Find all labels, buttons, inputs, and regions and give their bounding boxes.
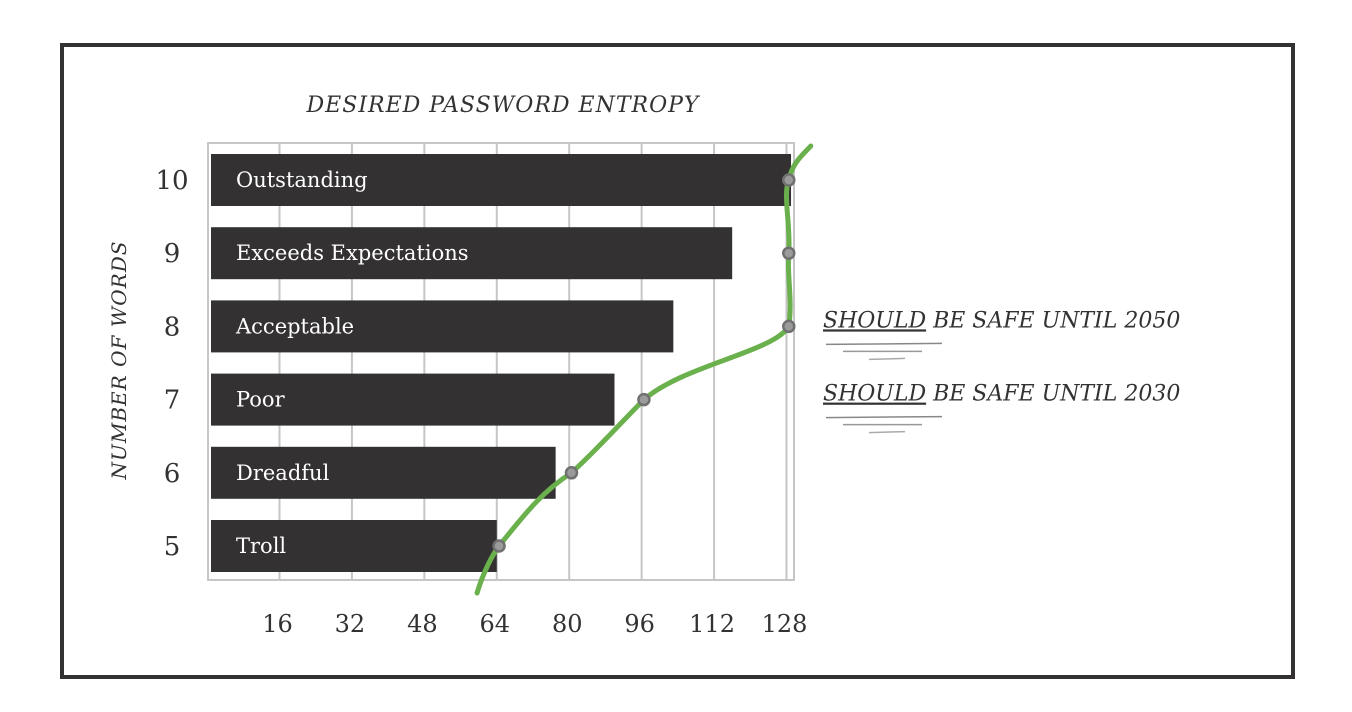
bar-5 bbox=[211, 520, 497, 572]
y-tick-label: 10 bbox=[155, 166, 188, 196]
x-tick-label: 48 bbox=[407, 610, 438, 638]
x-tick-label: 112 bbox=[689, 610, 735, 638]
x-tick-label: 32 bbox=[335, 610, 366, 638]
chart-title: DESIRED PASSWORD ENTROPY bbox=[306, 93, 701, 118]
annotation-underlined-word: SHOULD bbox=[823, 382, 926, 407]
y-tick-label: 9 bbox=[164, 239, 181, 269]
bar-label: Dreadful bbox=[236, 461, 330, 485]
y-axis-label: NUMBER OF WORDS bbox=[107, 241, 131, 481]
annotation-scribble bbox=[825, 415, 943, 419]
annotation-underlined-word: SHOULD bbox=[823, 308, 926, 333]
line-point-5 bbox=[492, 539, 506, 553]
bar-8 bbox=[211, 300, 674, 353]
y-tick-label: 5 bbox=[164, 532, 181, 562]
line-point-7 bbox=[637, 392, 651, 407]
line-point-8 bbox=[782, 319, 796, 334]
annotation-rest: BE SAFE UNTIL 2030 bbox=[926, 382, 1180, 407]
bar-7 bbox=[211, 373, 615, 426]
bar-label: Exceeds Expectations bbox=[236, 241, 469, 265]
x-tick-label: 16 bbox=[262, 610, 293, 638]
bar-label: Troll bbox=[236, 534, 286, 558]
annotation-scribble bbox=[868, 430, 906, 434]
bar-9 bbox=[211, 227, 733, 280]
bar-10 bbox=[211, 154, 792, 206]
y-tick-label: 6 bbox=[164, 459, 181, 489]
x-tick-label: 96 bbox=[624, 610, 655, 638]
annotation-label: SHOULD BE SAFE UNTIL 2050 bbox=[823, 308, 1180, 333]
bar-label: Outstanding bbox=[236, 168, 368, 192]
line-point-9 bbox=[782, 246, 796, 260]
y-tick-label: 8 bbox=[164, 312, 181, 342]
x-tick-label: 64 bbox=[480, 610, 511, 638]
annotation-label: SHOULD BE SAFE UNTIL 2030 bbox=[823, 382, 1180, 407]
bar-6 bbox=[211, 446, 556, 499]
entropy-line bbox=[474, 143, 814, 596]
chart-frame bbox=[60, 43, 1295, 679]
bar-label: Acceptable bbox=[235, 314, 354, 338]
bar-label: Poor bbox=[236, 388, 286, 412]
y-tick-label: 7 bbox=[164, 386, 181, 416]
annotation-scribble bbox=[868, 357, 906, 361]
annotation-scribble bbox=[825, 342, 943, 346]
line-point-6 bbox=[564, 466, 579, 480]
x-tick-label: 80 bbox=[552, 610, 583, 638]
line-point-10 bbox=[782, 173, 796, 187]
x-tick-label: 128 bbox=[762, 610, 808, 638]
annotation-rest: BE SAFE UNTIL 2050 bbox=[926, 308, 1180, 333]
plot-area-border bbox=[207, 142, 795, 581]
